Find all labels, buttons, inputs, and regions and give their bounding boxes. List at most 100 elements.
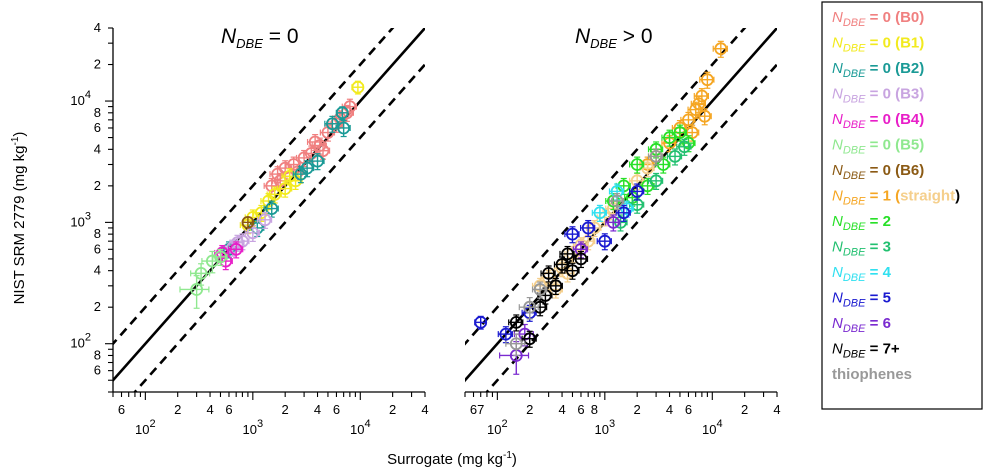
data-point <box>572 250 589 269</box>
point-marker <box>311 154 324 168</box>
x-tick-label: 102 <box>135 418 156 437</box>
data-point <box>699 71 715 89</box>
x-tick-label: 4 <box>421 402 428 417</box>
data-point <box>676 138 692 156</box>
data-point <box>531 281 548 299</box>
point-marker <box>533 283 547 296</box>
legend-entry: NDBE = 0 (B6) <box>832 162 924 182</box>
legend-entry: NDBE = 2 <box>832 213 891 233</box>
x-tick-label: 2 <box>174 402 181 417</box>
point-marker <box>241 215 255 229</box>
data-point <box>547 277 563 295</box>
y-tick-label: 4 <box>94 20 101 35</box>
point-marker <box>246 226 260 240</box>
data-point <box>521 330 537 348</box>
y-tick-label: 8 <box>94 226 101 241</box>
data-point <box>212 248 228 267</box>
legend-entry: NDBE = 6 <box>832 315 891 335</box>
point-marker <box>663 131 676 144</box>
legend-entry: NDBE = 1 (straight) <box>832 188 960 208</box>
data-point <box>647 172 664 190</box>
point-marker <box>258 213 272 227</box>
x-tick-label: 4 <box>206 402 213 417</box>
x-tick-label: 7 <box>477 402 484 417</box>
point-marker <box>335 106 349 120</box>
x-tick-label: 6 <box>470 402 477 417</box>
x-tick-label: 2 <box>389 402 396 417</box>
y-axis-title: NIST SRM 2779 (mg kg-1) <box>10 132 28 305</box>
x-tick-label: 2 <box>741 402 748 417</box>
point-marker <box>561 247 574 261</box>
x-tick-label: 2 <box>634 402 641 417</box>
data-point <box>696 108 712 126</box>
point-marker <box>268 188 282 201</box>
point-marker <box>523 332 537 346</box>
point-marker <box>714 42 728 56</box>
data-point <box>474 315 488 330</box>
x-tick-label: 6 <box>577 402 584 417</box>
data-point <box>241 215 255 229</box>
point-marker <box>549 279 563 293</box>
data-point <box>564 226 580 244</box>
reference-line-0.5x <box>485 62 777 392</box>
point-marker <box>668 149 682 163</box>
data-point <box>579 219 596 238</box>
point-marker <box>682 113 695 127</box>
point-marker <box>677 140 691 154</box>
point-marker <box>316 144 330 158</box>
y-tick-label: 4 <box>94 263 101 278</box>
point-marker <box>351 80 365 94</box>
x-tick-label: 2 <box>526 402 533 417</box>
y-tick-label: 8 <box>94 347 101 362</box>
panel-title-right: NDBE > 0 <box>575 25 653 51</box>
point-marker <box>278 182 292 195</box>
legend-entry: NDBE = 0 (B3) <box>832 86 924 106</box>
point-marker <box>682 136 695 150</box>
data-point <box>690 95 706 113</box>
reference-line-2x <box>113 28 395 346</box>
x-axis-title: Surrogate (mg kg-1) <box>387 450 517 468</box>
point-marker <box>294 167 308 181</box>
point-marker <box>194 266 208 280</box>
data-point <box>508 314 524 332</box>
point-marker <box>581 221 595 235</box>
data-point <box>608 193 625 211</box>
data-point <box>540 265 556 283</box>
y-tick-label: 4 <box>94 141 101 156</box>
point-marker <box>308 135 322 149</box>
point-marker <box>673 126 687 139</box>
y-tick-label: 104 <box>70 89 91 108</box>
data-point <box>351 80 365 95</box>
data-point <box>244 224 260 243</box>
point-marker <box>606 215 620 229</box>
data-point <box>505 333 526 357</box>
point-marker <box>692 97 706 111</box>
data-point <box>628 156 645 174</box>
data-point <box>605 214 621 232</box>
data-point <box>190 263 211 286</box>
point-marker <box>566 227 579 241</box>
x-tick-label: 6 <box>333 402 340 417</box>
y-tick-label: 8 <box>94 105 101 120</box>
point-marker <box>271 167 284 181</box>
x-tick-label: 4 <box>558 402 565 417</box>
data-point <box>335 106 349 121</box>
data-point <box>335 120 351 138</box>
y-tick-label: 102 <box>70 332 91 351</box>
data-point <box>564 262 580 280</box>
reference-line-2x <box>465 28 747 346</box>
point-marker <box>598 234 612 248</box>
x-tick-label: 4 <box>773 402 780 417</box>
x-tick-label: 102 <box>487 418 508 437</box>
data-point <box>309 153 325 171</box>
data-point <box>497 326 513 344</box>
point-marker <box>700 73 714 87</box>
data-point <box>292 166 309 184</box>
data-point <box>263 200 279 218</box>
y-tick-label: 2 <box>94 57 101 72</box>
legend-entry: NDBE = 3 <box>832 239 891 259</box>
y-tick-label: 6 <box>94 363 101 378</box>
x-tick-label: 2 <box>282 402 289 417</box>
